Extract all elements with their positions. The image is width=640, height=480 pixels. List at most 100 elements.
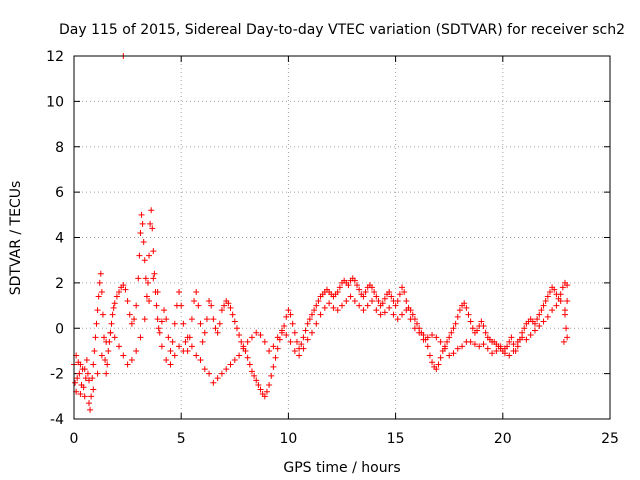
data-point <box>298 341 305 348</box>
data-point <box>253 377 260 384</box>
data-point <box>563 325 570 332</box>
data-point <box>94 370 101 377</box>
data-point <box>281 322 288 329</box>
data-point <box>80 384 87 391</box>
data-point <box>527 332 534 339</box>
data-point <box>287 338 294 345</box>
data-point <box>268 372 275 379</box>
data-point <box>122 286 129 293</box>
y-tick-label: 10 <box>46 94 64 110</box>
data-point <box>396 291 403 298</box>
data-point <box>221 302 228 309</box>
data-point <box>373 307 380 314</box>
data-point <box>356 286 363 293</box>
data-point <box>411 325 418 332</box>
data-point <box>313 302 320 309</box>
data-point <box>480 341 487 348</box>
data-point <box>167 347 174 354</box>
data-point <box>90 386 97 393</box>
data-point <box>90 361 97 368</box>
data-point <box>197 357 204 364</box>
data-point <box>77 391 84 398</box>
data-point <box>514 338 521 345</box>
data-point <box>206 298 213 305</box>
data-point <box>188 343 195 350</box>
data-point <box>86 377 93 384</box>
data-point <box>216 320 223 327</box>
data-point <box>124 361 131 368</box>
data-point <box>149 225 156 232</box>
data-point <box>375 298 382 305</box>
data-point <box>441 345 448 352</box>
tick-labels: 0 5 10 15 20 25 -4 -2 0 2 4 6 8 10 12 <box>46 49 619 447</box>
data-point <box>291 329 298 336</box>
data-point <box>489 350 496 357</box>
data-point <box>467 338 474 345</box>
data-point <box>345 282 352 289</box>
data-point <box>199 338 206 345</box>
data-point <box>158 318 165 325</box>
data-point <box>113 293 120 300</box>
data-point <box>287 311 294 318</box>
data-point <box>138 211 145 218</box>
data-point <box>536 311 543 318</box>
data-point <box>83 357 90 364</box>
data-point <box>291 347 298 354</box>
data-point <box>147 220 154 227</box>
data-point <box>437 354 444 361</box>
data-point <box>81 366 88 373</box>
data-point <box>553 302 560 309</box>
data-point <box>450 325 457 332</box>
data-point <box>212 325 219 332</box>
data-point <box>467 318 474 325</box>
data-point <box>227 304 234 311</box>
data-point <box>362 288 369 295</box>
data-point <box>459 343 466 350</box>
data-point <box>429 332 436 339</box>
data-point <box>321 304 328 311</box>
data-point <box>154 316 161 323</box>
data-point <box>424 343 431 350</box>
data-point <box>155 325 162 332</box>
data-point <box>225 300 232 307</box>
data-point <box>482 329 489 336</box>
x-axis-label: GPS time / hours <box>283 460 400 476</box>
data-point <box>248 334 255 341</box>
data-point <box>437 338 444 345</box>
data-point <box>289 320 296 327</box>
data-point <box>161 307 168 314</box>
data-point <box>270 363 277 370</box>
data-point <box>394 316 401 323</box>
data-point <box>143 293 150 300</box>
data-point <box>206 370 213 377</box>
data-point <box>98 288 105 295</box>
y-tick-label: 6 <box>55 185 64 201</box>
data-point <box>156 329 163 336</box>
data-point <box>246 361 253 368</box>
data-point <box>531 320 538 327</box>
data-point <box>263 388 270 395</box>
data-point <box>557 291 564 298</box>
data-point <box>141 316 148 323</box>
data-point <box>88 393 95 400</box>
x-tick-label: 5 <box>177 431 186 447</box>
data-point <box>236 352 243 359</box>
data-point <box>364 302 371 309</box>
data-point <box>369 284 376 291</box>
data-point <box>326 300 333 307</box>
x-tick-label: 15 <box>387 431 405 447</box>
data-point <box>176 288 183 295</box>
data-point <box>531 327 538 334</box>
data-point <box>381 309 388 316</box>
data-point <box>360 307 367 314</box>
data-point <box>95 293 102 300</box>
data-point <box>139 220 146 227</box>
data-point <box>409 311 416 318</box>
data-point <box>184 334 191 341</box>
data-point <box>191 298 198 305</box>
x-tick-label: 10 <box>279 431 297 447</box>
data-point <box>141 257 148 264</box>
plot-frame <box>73 55 611 420</box>
data-point <box>426 352 433 359</box>
data-point <box>163 357 170 364</box>
